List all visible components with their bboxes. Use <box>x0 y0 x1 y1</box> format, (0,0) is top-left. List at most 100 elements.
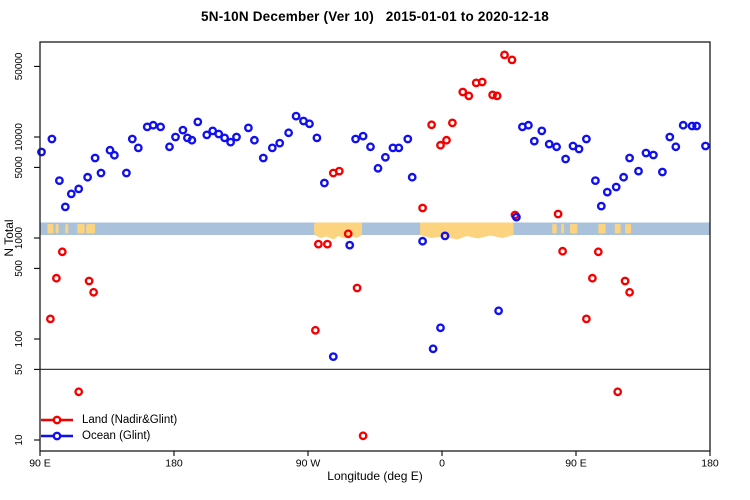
y-tick-label: 10 <box>14 434 25 446</box>
y-tick-label: 10000 <box>14 123 25 151</box>
y-tick-label: 50 <box>14 363 25 375</box>
land-fleck <box>598 224 606 234</box>
data-point-ocean <box>193 117 203 127</box>
data-point-ocean <box>122 168 131 178</box>
land-patch <box>314 222 362 240</box>
data-point-ocean <box>634 166 643 176</box>
data-point-ocean <box>658 167 667 177</box>
data-point-land <box>46 314 55 324</box>
data-point-land <box>322 239 332 249</box>
data-point-ocean <box>574 144 584 154</box>
x-tick-label: 90 E <box>29 458 51 470</box>
y-tick-label: 50000 <box>14 52 25 80</box>
data-point-ocean <box>243 123 253 133</box>
land-fleck <box>625 224 632 234</box>
y-tick-label: 5000 <box>14 156 25 179</box>
data-point-ocean <box>440 231 450 241</box>
land-fleck <box>561 224 565 234</box>
data-point-ocean <box>436 323 445 333</box>
data-point-ocean <box>552 142 561 152</box>
data-point-ocean <box>345 240 355 250</box>
land-fleck <box>47 224 54 234</box>
data-point-ocean <box>284 128 293 138</box>
data-point-ocean <box>701 141 710 151</box>
y-tick-label: 1000 <box>14 226 25 249</box>
data-point-ocean <box>83 172 93 182</box>
data-point-ocean <box>351 134 360 144</box>
legend-symbol-ocean <box>41 431 73 441</box>
y-axis-title: N Total <box>2 219 16 257</box>
legend: Land (Nadir&Glint) Ocean (Glint) <box>40 412 177 444</box>
land-fleck <box>570 224 578 234</box>
land-fleck <box>614 224 621 234</box>
x-tick-label: 180 <box>701 458 719 470</box>
data-point-land <box>488 90 497 100</box>
data-point-ocean <box>127 134 137 144</box>
data-point-ocean <box>428 344 438 354</box>
data-point-land <box>458 87 468 97</box>
data-point-ocean <box>366 142 375 152</box>
data-point-land <box>625 287 634 297</box>
data-point-land <box>582 314 591 324</box>
data-point-ocean <box>66 189 76 199</box>
data-point-ocean <box>512 212 521 222</box>
data-point-land <box>310 325 320 335</box>
data-point-land <box>593 247 603 257</box>
data-point-ocean <box>494 306 503 316</box>
data-point-land <box>500 50 509 60</box>
data-point-land <box>358 431 368 441</box>
data-point-ocean <box>148 120 158 130</box>
x-axis-title: Longitude (deg E) <box>327 469 423 483</box>
data-point-ocean <box>267 143 277 153</box>
data-point-ocean <box>226 137 236 147</box>
data-point-land <box>418 203 427 213</box>
data-point-land <box>507 55 517 65</box>
data-point-ocean <box>373 163 383 173</box>
data-point-ocean <box>611 182 621 192</box>
data-point-ocean <box>582 134 591 144</box>
data-point-ocean <box>232 132 241 142</box>
y-tick-label: 500 <box>14 260 25 277</box>
x-tick-label: 180 <box>165 458 183 470</box>
legend-row-land: Land (Nadir&Glint) <box>40 412 177 428</box>
x-tick-label: 90 E <box>565 458 587 470</box>
x-tick-label: 90 W <box>296 458 321 470</box>
data-point-ocean <box>171 132 180 142</box>
data-point-ocean <box>619 172 628 182</box>
data-point-ocean <box>692 121 701 131</box>
data-point-land <box>553 209 563 219</box>
data-point-ocean <box>418 236 427 246</box>
data-point-land <box>436 140 445 150</box>
data-point-ocean <box>524 120 533 130</box>
legend-row-ocean: Ocean (Glint) <box>40 428 177 444</box>
data-point-land <box>477 77 487 87</box>
data-point-ocean <box>178 125 188 135</box>
data-point-ocean <box>275 138 285 148</box>
data-point-ocean <box>165 142 174 152</box>
data-point-ocean <box>202 130 212 140</box>
legend-circle-ocean-icon <box>52 431 62 441</box>
data-point-ocean <box>220 133 230 143</box>
data-point-land <box>313 239 323 249</box>
data-point-land <box>84 276 94 286</box>
data-point-ocean <box>60 202 70 212</box>
legend-label-land: Land (Nadir&Glint) <box>82 414 178 426</box>
data-point-ocean <box>403 134 413 144</box>
data-point-ocean <box>187 135 197 145</box>
data-point-ocean <box>305 119 314 129</box>
data-point-land <box>558 246 567 256</box>
data-point-ocean <box>529 136 539 146</box>
data-point-land <box>447 118 457 128</box>
data-point-land <box>74 387 84 397</box>
data-point-ocean <box>110 150 119 160</box>
data-point-ocean <box>544 139 554 149</box>
data-point-land <box>343 229 353 239</box>
data-point-ocean <box>596 201 606 211</box>
data-point-land <box>492 91 502 101</box>
data-point-land <box>52 273 61 283</box>
data-point-ocean <box>407 172 417 182</box>
data-point-ocean <box>105 145 115 155</box>
data-point-ocean <box>312 133 322 143</box>
